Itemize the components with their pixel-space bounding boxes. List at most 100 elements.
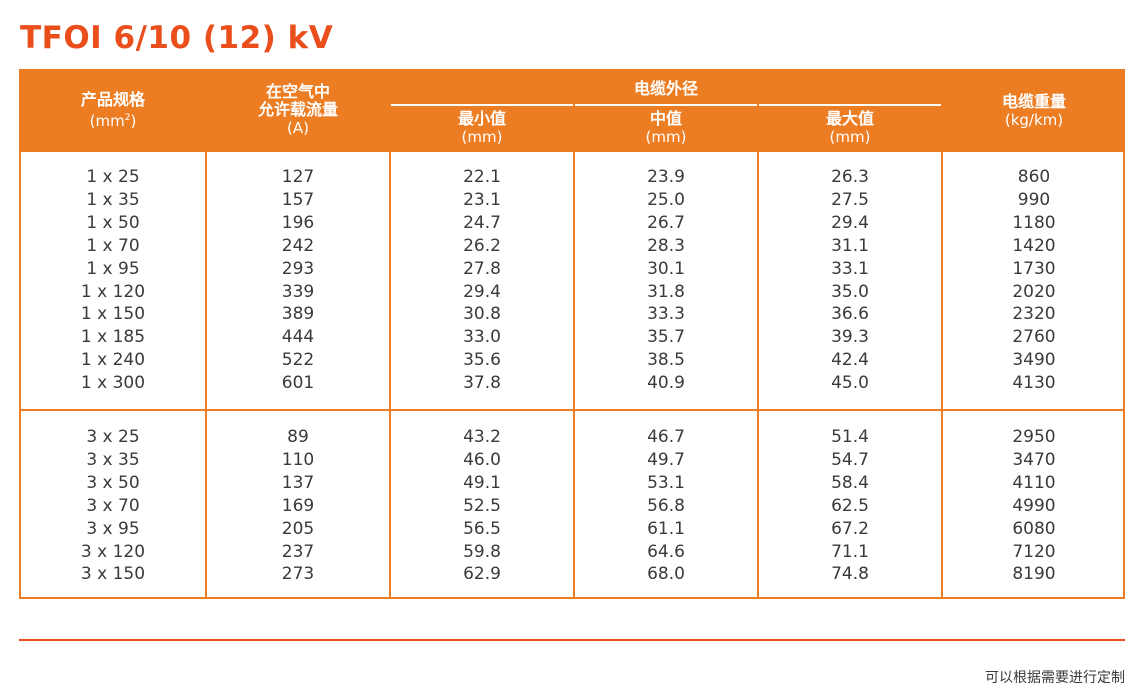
table-cell: 990 — [1017, 189, 1051, 210]
column-min: 22.1 23.1 24.7 26.2 27.8 29.4 30.8 33.0 … — [391, 166, 573, 395]
column-ampacity: 89 110 137 169 205 237 273 — [207, 426, 389, 586]
table-cell: 3 x 35 — [86, 449, 140, 470]
table-cell: 51.4 — [831, 427, 869, 447]
table-cell: 46.0 — [463, 449, 501, 470]
table-cell: 444 — [281, 327, 315, 348]
table-cell: 35.7 — [647, 327, 685, 348]
table-cell: 38.5 — [647, 350, 685, 371]
table-cell: 56.5 — [463, 518, 501, 539]
column-min: 43.2 46.0 49.1 52.5 56.5 59.8 62.9 — [391, 426, 573, 586]
table-cell: 1180 — [1012, 212, 1056, 233]
table-cell: 1 x 150 — [80, 304, 146, 325]
table-cell: 52.5 — [463, 495, 501, 516]
table-cell: 45.0 — [831, 373, 869, 394]
header-divider — [390, 104, 941, 106]
table-cell: 1 x 50 — [86, 212, 140, 233]
table-cell: 3 x 95 — [86, 518, 140, 539]
table-cell: 205 — [281, 518, 315, 539]
table-cell: 1 x 240 — [80, 350, 146, 371]
header-diameter-group: 电缆外径 — [633, 79, 698, 98]
table-cell: 89 — [287, 427, 309, 447]
table-cell: 35.0 — [831, 281, 869, 302]
table-cell: 389 — [281, 304, 315, 325]
table-cell: 22.1 — [463, 167, 501, 187]
table-cell: 30.8 — [463, 304, 501, 325]
table-cell: 49.1 — [463, 472, 501, 493]
table-cell: 68.0 — [647, 564, 685, 585]
table-cell: 137 — [281, 472, 315, 493]
table-cell: 39.3 — [831, 327, 869, 348]
table-cell: 23.1 — [463, 189, 501, 210]
table-cell: 56.8 — [647, 495, 685, 516]
table-cell: 36.6 — [831, 304, 869, 325]
column-mid: 23.9 25.0 26.7 28.3 30.1 31.8 33.3 35.7 … — [575, 166, 757, 395]
cable-spec-table: 产品规格 (mm2) 在空气中 允许载流量 (A) 电缆外径 最小值 (mm) … — [19, 69, 1125, 599]
table-cell: 27.5 — [831, 189, 869, 210]
header-mid: 中值 (mm) — [645, 109, 687, 147]
header-min: 最小值 (mm) — [457, 109, 506, 147]
table-cell: 35.6 — [463, 350, 501, 371]
table-cell: 1 x 185 — [80, 327, 146, 348]
column-max: 51.4 54.7 58.4 62.5 67.2 71.1 74.8 — [759, 426, 941, 586]
table-cell: 49.7 — [647, 449, 685, 470]
table-cell: 2760 — [1012, 327, 1056, 348]
table-cell: 3 x 120 — [80, 541, 146, 562]
table-cell: 293 — [281, 258, 315, 279]
table-cell: 2950 — [1012, 427, 1056, 447]
table-cell: 3 x 150 — [80, 564, 146, 585]
table-cell: 58.4 — [831, 472, 869, 493]
footnote: 可以根据需要进行定制 — [985, 670, 1125, 686]
table-cell: 24.7 — [463, 212, 501, 233]
header-max: 最大值 (mm) — [825, 109, 874, 147]
table-cell: 4990 — [1012, 495, 1056, 516]
table-cell: 29.4 — [463, 281, 501, 302]
table-cell: 2320 — [1012, 304, 1056, 325]
table-cell: 1 x 300 — [80, 373, 146, 394]
table-cell: 71.1 — [831, 541, 869, 562]
table-cell: 1420 — [1012, 235, 1056, 256]
table-cell: 522 — [281, 350, 315, 371]
table-cell: 25.0 — [647, 189, 685, 210]
table-cell: 30.1 — [647, 258, 685, 279]
table-cell: 110 — [281, 449, 315, 470]
table-cell: 26.7 — [647, 212, 685, 233]
table-cell: 169 — [281, 495, 315, 516]
table-cell: 31.8 — [647, 281, 685, 302]
header-ampacity: 在空气中 允许载流量 (A) — [257, 82, 338, 138]
table-cell: 860 — [1017, 167, 1051, 187]
table-cell: 1 x 35 — [86, 189, 140, 210]
table-cell: 3 x 70 — [86, 495, 140, 516]
table-cell: 3 x 25 — [86, 427, 140, 447]
table-cell: 3 x 50 — [86, 472, 140, 493]
table-cell: 1 x 25 — [86, 167, 140, 187]
table-cell: 67.2 — [831, 518, 869, 539]
table-cell: 62.9 — [463, 564, 501, 585]
table-cell: 40.9 — [647, 373, 685, 394]
table-header: 产品规格 (mm2) 在空气中 允许载流量 (A) 电缆外径 最小值 (mm) … — [21, 71, 1123, 152]
table-cell: 1 x 70 — [86, 235, 140, 256]
table-cell: 43.2 — [463, 427, 501, 447]
table-cell: 28.3 — [647, 235, 685, 256]
table-cell: 53.1 — [647, 472, 685, 493]
table-cell: 3470 — [1012, 449, 1056, 470]
table-cell: 62.5 — [831, 495, 869, 516]
table-cell: 31.1 — [831, 235, 869, 256]
table-cell: 4110 — [1012, 472, 1056, 493]
column-spec: 3 x 25 3 x 35 3 x 50 3 x 70 3 x 95 3 x 1… — [21, 426, 205, 586]
table-cell: 273 — [281, 564, 315, 585]
column-weight: 860 990 1180 1420 1730 2020 2320 2760 34… — [943, 166, 1125, 395]
table-cell: 29.4 — [831, 212, 869, 233]
column-max: 26.3 27.5 29.4 31.1 33.1 35.0 36.6 39.3 … — [759, 166, 941, 395]
table-cell: 157 — [281, 189, 315, 210]
table-cell: 42.4 — [831, 350, 869, 371]
group-divider — [21, 409, 1123, 411]
table-cell: 23.9 — [647, 167, 685, 187]
table-cell: 339 — [281, 281, 315, 302]
page-title: TFOI 6/10 (12) kV — [20, 20, 334, 56]
table-cell: 37.8 — [463, 373, 501, 394]
table-cell: 59.8 — [463, 541, 501, 562]
table-cell: 33.0 — [463, 327, 501, 348]
table-cell: 33.3 — [647, 304, 685, 325]
table-cell: 64.6 — [647, 541, 685, 562]
column-mid: 46.7 49.7 53.1 56.8 61.1 64.6 68.0 — [575, 426, 757, 586]
